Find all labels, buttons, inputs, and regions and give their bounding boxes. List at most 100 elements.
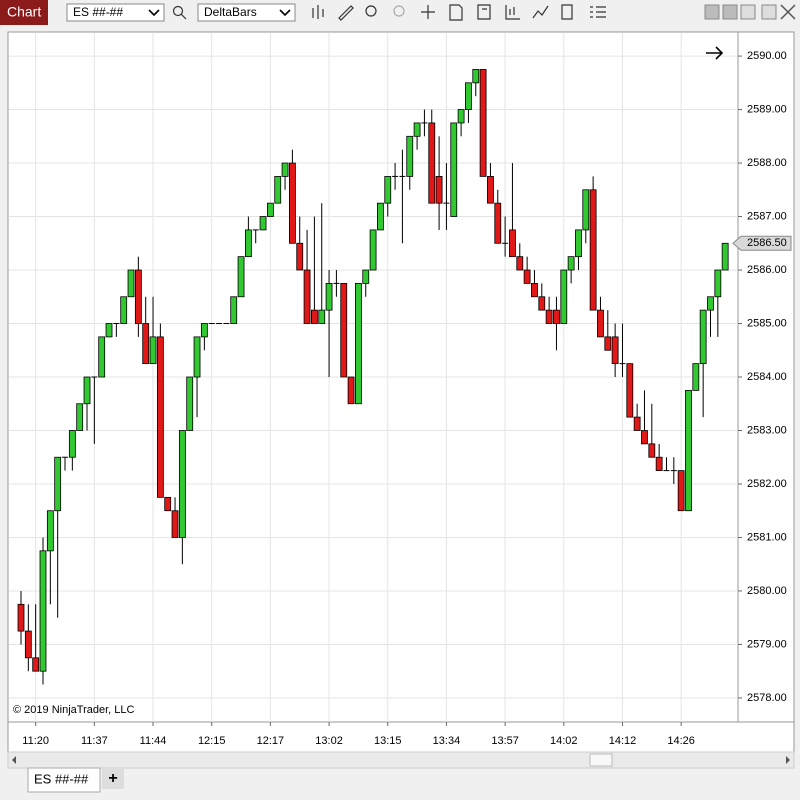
current-price-marker bbox=[732, 235, 792, 251]
candle-body bbox=[633, 416, 641, 431]
instrument-select[interactable] bbox=[66, 3, 165, 22]
x-tick-label: 12:17 bbox=[257, 735, 285, 747]
x-tick-label: 13:15 bbox=[374, 735, 402, 747]
candle-body bbox=[193, 336, 201, 378]
templates-icon[interactable] bbox=[477, 4, 491, 20]
candle-body bbox=[76, 403, 84, 431]
candle-body bbox=[296, 242, 304, 271]
zoom-out-icon[interactable] bbox=[393, 5, 405, 17]
candle-body bbox=[178, 430, 186, 538]
x-tick-label: 13:34 bbox=[433, 735, 461, 747]
candle-body bbox=[692, 363, 700, 391]
copyright: © 2019 NinjaTrader, LLC bbox=[13, 704, 134, 716]
candle-body bbox=[54, 456, 62, 512]
candle-body bbox=[699, 309, 707, 365]
candle-body bbox=[465, 82, 472, 110]
candle-body bbox=[523, 269, 531, 284]
maximize-button[interactable] bbox=[740, 4, 756, 20]
properties-icon[interactable] bbox=[449, 4, 463, 21]
indicators-icon[interactable] bbox=[505, 5, 520, 20]
tab-label: ES ##-## bbox=[34, 771, 89, 786]
candle-body bbox=[369, 229, 377, 271]
scrollbar-thumb[interactable] bbox=[589, 753, 613, 767]
candle-body bbox=[648, 443, 656, 458]
scrollbar[interactable] bbox=[7, 751, 795, 769]
bar-type-select[interactable] bbox=[197, 3, 296, 22]
scroll-left[interactable] bbox=[12, 756, 16, 764]
candle-body bbox=[134, 269, 142, 324]
candle-body bbox=[677, 470, 685, 512]
candle-body bbox=[17, 603, 25, 632]
candle-body bbox=[310, 309, 318, 324]
crosshair-icon[interactable] bbox=[421, 5, 435, 19]
bar-style-icon[interactable] bbox=[312, 5, 324, 19]
candle-body bbox=[46, 510, 54, 552]
candle-body bbox=[567, 256, 575, 271]
add-tab-button[interactable] bbox=[102, 769, 124, 789]
draw-icon[interactable] bbox=[338, 5, 354, 21]
x-tick-label: 11:37 bbox=[81, 735, 108, 747]
candle-body bbox=[435, 176, 443, 204]
candle-body bbox=[582, 189, 590, 231]
candle-body bbox=[274, 176, 282, 204]
candle-body bbox=[200, 323, 208, 338]
scroll-right[interactable] bbox=[786, 756, 790, 764]
candle-body bbox=[714, 269, 722, 298]
candle-body bbox=[259, 216, 267, 231]
dropdown-arrow bbox=[279, 9, 291, 17]
close-button[interactable] bbox=[780, 4, 796, 20]
candle-body bbox=[509, 229, 516, 258]
y-tick-label: 2580.00 bbox=[747, 585, 787, 597]
candle-body bbox=[156, 336, 164, 498]
candle-body bbox=[655, 456, 663, 472]
strategies-icon[interactable] bbox=[532, 5, 549, 19]
candle-body bbox=[24, 630, 32, 659]
restore-button[interactable] bbox=[761, 4, 777, 20]
candle-body bbox=[340, 282, 348, 378]
candle-body bbox=[428, 122, 436, 204]
y-tick-label: 2586.00 bbox=[747, 264, 787, 276]
candle-body bbox=[589, 189, 597, 311]
candle-body bbox=[721, 242, 729, 271]
window-button[interactable] bbox=[704, 4, 720, 20]
y-tick-label: 2589.00 bbox=[747, 103, 787, 115]
candle-body bbox=[237, 256, 245, 298]
zoom-in-icon[interactable] bbox=[365, 5, 377, 17]
instrument-label: ES ##-## bbox=[73, 5, 123, 19]
x-tick-label: 11:44 bbox=[140, 735, 167, 747]
minimize-button[interactable] bbox=[722, 4, 738, 20]
instrument-tab[interactable] bbox=[27, 767, 101, 793]
y-tick-label: 2581.00 bbox=[747, 531, 787, 543]
candle-body bbox=[560, 269, 568, 324]
candle-body bbox=[362, 269, 370, 284]
candle-body bbox=[244, 229, 252, 258]
window-title-bg bbox=[0, 0, 48, 25]
candle-body bbox=[494, 202, 502, 244]
candle-body bbox=[171, 510, 179, 538]
candle-body bbox=[120, 296, 128, 324]
y-tick-label: 2588.00 bbox=[747, 157, 787, 169]
search-icon[interactable] bbox=[172, 5, 184, 17]
candle-body bbox=[413, 122, 421, 137]
candle-body bbox=[303, 269, 311, 324]
bar-type-label: DeltaBars bbox=[204, 5, 257, 19]
candle-body bbox=[450, 122, 458, 217]
candle-body bbox=[479, 69, 487, 177]
scroll-to-end-arrow[interactable] bbox=[706, 46, 724, 60]
candle-body bbox=[281, 162, 289, 177]
window-title: Chart bbox=[7, 4, 41, 20]
candle-body bbox=[105, 323, 113, 338]
candle-body bbox=[98, 336, 106, 378]
candle-body bbox=[597, 309, 604, 338]
data-box-icon[interactable] bbox=[561, 4, 573, 20]
toolbar-icons bbox=[312, 4, 606, 21]
candle-body bbox=[487, 176, 494, 204]
candle-body bbox=[457, 109, 465, 124]
candle-body bbox=[685, 389, 692, 512]
y-tick-label: 2590.00 bbox=[747, 50, 787, 62]
list-icon[interactable] bbox=[590, 6, 606, 18]
candle-body bbox=[39, 550, 47, 672]
candle-body bbox=[377, 202, 384, 231]
